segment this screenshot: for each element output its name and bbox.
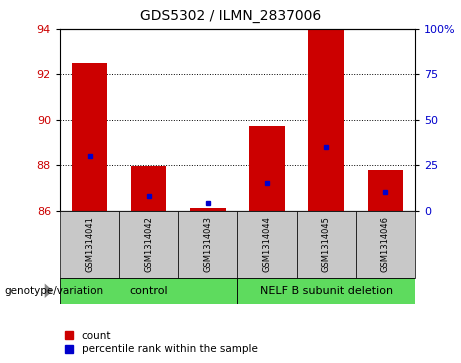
Bar — [249, 126, 285, 211]
Bar — [308, 29, 344, 211]
FancyBboxPatch shape — [119, 211, 178, 278]
Text: GSM1314044: GSM1314044 — [262, 216, 272, 272]
FancyBboxPatch shape — [60, 278, 237, 304]
Text: genotype/variation: genotype/variation — [5, 286, 104, 296]
Polygon shape — [45, 284, 53, 298]
FancyBboxPatch shape — [296, 211, 356, 278]
Text: GDS5302 / ILMN_2837006: GDS5302 / ILMN_2837006 — [140, 9, 321, 23]
FancyBboxPatch shape — [178, 211, 237, 278]
FancyBboxPatch shape — [237, 278, 415, 304]
Text: GSM1314042: GSM1314042 — [144, 216, 153, 272]
Bar — [190, 208, 225, 211]
FancyBboxPatch shape — [60, 211, 119, 278]
Bar — [72, 63, 107, 211]
Bar — [131, 166, 166, 211]
Text: control: control — [130, 286, 168, 296]
Text: GSM1314045: GSM1314045 — [322, 216, 331, 272]
Text: GSM1314043: GSM1314043 — [203, 216, 213, 272]
FancyBboxPatch shape — [237, 211, 296, 278]
Text: GSM1314041: GSM1314041 — [85, 216, 94, 272]
FancyBboxPatch shape — [356, 211, 415, 278]
Text: NELF B subunit deletion: NELF B subunit deletion — [260, 286, 393, 296]
Bar — [367, 170, 403, 211]
Legend: count, percentile rank within the sample: count, percentile rank within the sample — [65, 331, 258, 354]
Text: GSM1314046: GSM1314046 — [381, 216, 390, 272]
